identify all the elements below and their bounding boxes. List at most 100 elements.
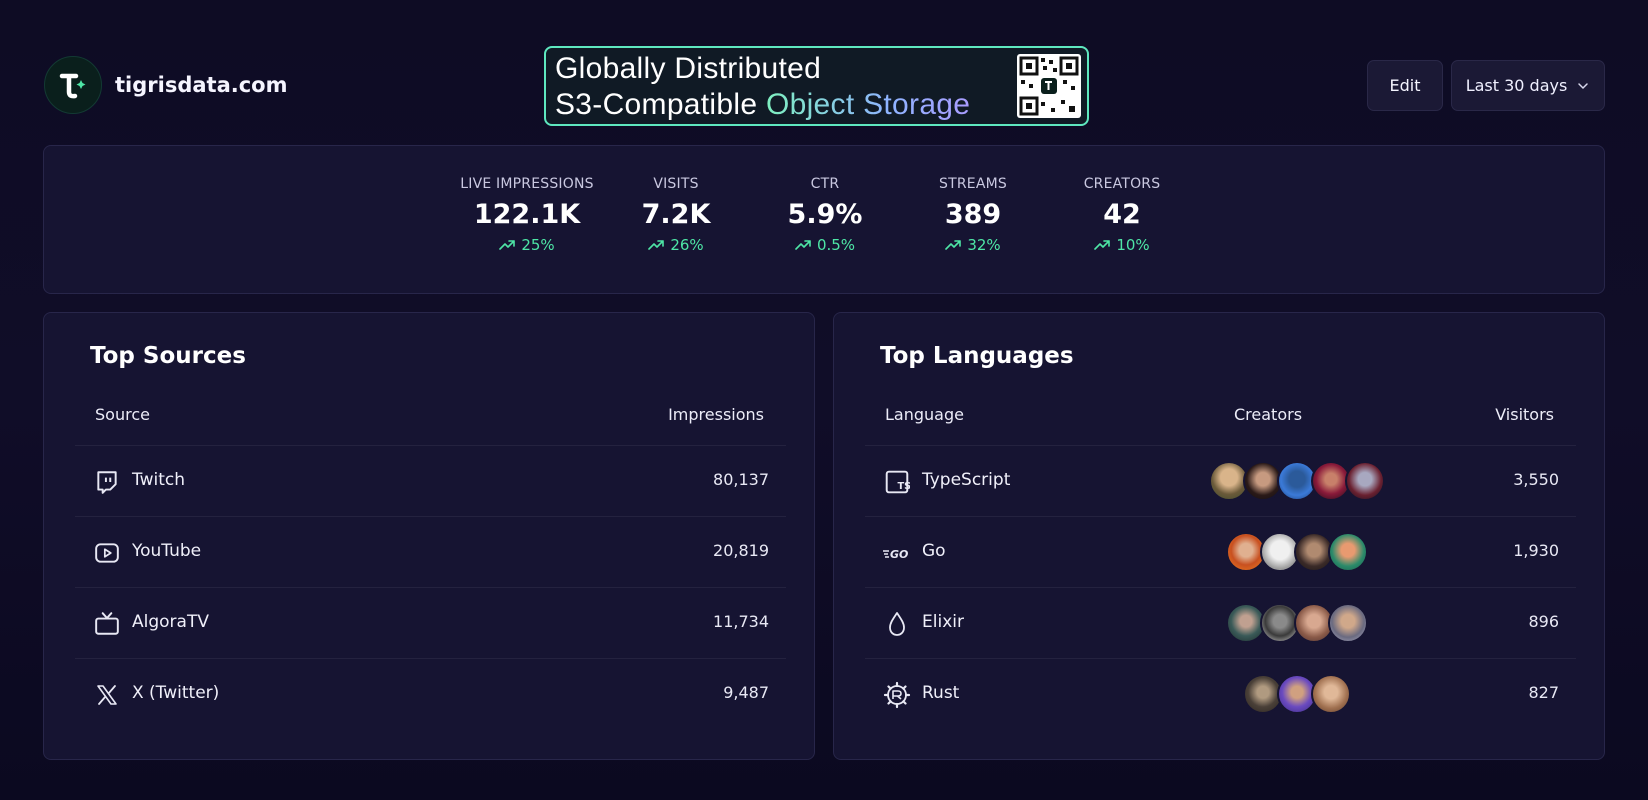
creator-avatars [1243, 674, 1351, 714]
svg-text:TS: TS [898, 481, 910, 492]
sponsor-banner[interactable]: Globally Distributed S3-Compatible Objec… [544, 46, 1089, 126]
banner-line-2-prefix: S3-Compatible [555, 88, 766, 121]
stat-value: 7.2K [641, 199, 711, 230]
row-value: 3,550 [1513, 470, 1559, 489]
stat-label: VISITS [653, 176, 699, 192]
column-header-creators[interactable]: Creators [1234, 405, 1303, 424]
row-label: X (Twitter) [132, 683, 220, 703]
row-value: 896 [1528, 612, 1559, 631]
table-row[interactable]: Rust 827 [865, 658, 1576, 729]
trend-up-icon [945, 240, 962, 250]
header: tigrisdata.com Globally Distributed S3-C… [0, 44, 1648, 128]
row-value: 20,819 [713, 541, 769, 560]
row-value: 827 [1528, 683, 1559, 702]
avatar[interactable] [1311, 674, 1351, 714]
youtube-icon [93, 539, 121, 567]
tv-icon [93, 610, 121, 638]
banner-line-2-accent: Object Storage [765, 88, 971, 121]
stats-card: LIVE IMPRESSIONS 122.1K 25% VISITS 7.2K … [43, 145, 1605, 294]
stat-value: 122.1K [473, 199, 581, 230]
panel-title: Top Sources [90, 343, 246, 369]
svg-text:GO: GO [890, 548, 908, 561]
stat-live-impressions: LIVE IMPRESSIONS 122.1K 25% [447, 176, 607, 254]
stat-ctr: CTR 5.9% 0.5% [745, 176, 905, 254]
trend-up-icon [648, 240, 665, 250]
table-row[interactable]: GO Go 1,930 [865, 516, 1576, 587]
avatar[interactable] [1328, 603, 1368, 643]
typescript-icon: TS [883, 468, 911, 496]
stat-value: 5.9% [787, 199, 863, 230]
tigris-logo-icon [44, 56, 102, 114]
avatar[interactable] [1209, 461, 1249, 501]
stat-delta: 10% [1042, 236, 1202, 254]
stat-label: LIVE IMPRESSIONS [460, 176, 594, 192]
row-label: Elixir [922, 612, 964, 632]
stat-creators: CREATORS 42 10% [1042, 176, 1202, 254]
creator-avatars [1226, 603, 1368, 643]
creator-avatars [1226, 532, 1368, 572]
column-header-source[interactable]: Source [95, 405, 150, 424]
date-range-select[interactable]: Last 30 days [1451, 60, 1605, 111]
row-value: 9,487 [723, 683, 769, 702]
row-label: YouTube [132, 541, 202, 561]
avatar[interactable] [1328, 532, 1368, 572]
avatar[interactable] [1243, 674, 1283, 714]
row-label: Go [922, 541, 946, 561]
x-icon [93, 681, 121, 709]
stat-label: CTR [810, 176, 840, 192]
avatar[interactable] [1345, 461, 1385, 501]
row-value: 80,137 [713, 470, 769, 489]
stat-delta: 0.5% [745, 236, 905, 254]
stat-delta-value: 26% [670, 236, 704, 254]
table-row[interactable]: TS TypeScript 3,550 [865, 445, 1576, 516]
stat-delta-value: 32% [967, 236, 1001, 254]
table-row[interactable]: X (Twitter) 9,487 [75, 658, 786, 729]
table-row[interactable]: Elixir 896 [865, 587, 1576, 658]
twitch-icon [93, 468, 121, 496]
stat-delta: 32% [893, 236, 1053, 254]
stat-streams: STREAMS 389 32% [893, 176, 1053, 254]
rust-icon [883, 681, 911, 709]
stat-visits: VISITS 7.2K 26% [596, 176, 756, 254]
avatar[interactable] [1277, 461, 1317, 501]
stat-delta: 26% [596, 236, 756, 254]
row-label: Twitch [132, 470, 185, 490]
banner-line-2: S3-Compatible Object Storage [555, 87, 1087, 123]
go-icon: GO [883, 539, 911, 567]
avatar[interactable] [1226, 532, 1266, 572]
row-label: Rust [922, 683, 960, 703]
row-label: AlgoraTV [132, 612, 209, 632]
stat-delta-value: 10% [1116, 236, 1150, 254]
stat-delta-value: 0.5% [816, 236, 856, 254]
row-value: 11,734 [713, 612, 769, 631]
elixir-icon [883, 610, 911, 638]
creator-avatars [1209, 461, 1385, 501]
stat-label: STREAMS [939, 176, 1007, 192]
panel-title: Top Languages [880, 343, 1074, 369]
brand[interactable]: tigrisdata.com [44, 56, 287, 114]
edit-button[interactable]: Edit [1367, 60, 1443, 111]
column-header-visitors[interactable]: Visitors [1495, 405, 1554, 424]
date-range-label: Last 30 days [1465, 76, 1568, 95]
top-sources-panel: Top Sources Source Impressions Twitch 80… [43, 312, 815, 760]
top-languages-panel: Top Languages Language Creators Visitors… [833, 312, 1605, 760]
table-row[interactable]: YouTube 20,819 [75, 516, 786, 587]
qr-code-icon [1017, 54, 1081, 118]
table-row[interactable]: Twitch 80,137 [75, 445, 786, 516]
stat-delta: 25% [447, 236, 607, 254]
stat-value: 389 [944, 199, 1002, 230]
column-header-language[interactable]: Language [885, 405, 964, 424]
row-label: TypeScript [922, 470, 1011, 490]
trend-up-icon [795, 240, 811, 250]
trend-up-icon [1094, 240, 1111, 250]
column-header-impressions[interactable]: Impressions [668, 405, 764, 424]
stat-delta-value: 25% [521, 236, 555, 254]
banner-line-1: Globally Distributed [555, 52, 822, 85]
stat-label: CREATORS [1083, 176, 1161, 192]
row-value: 1,930 [1513, 541, 1559, 560]
chevron-down-icon [1578, 82, 1589, 89]
stat-value: 42 [1103, 199, 1141, 230]
table-row[interactable]: AlgoraTV 11,734 [75, 587, 786, 658]
trend-up-icon [499, 240, 516, 250]
brand-name: tigrisdata.com [115, 73, 288, 97]
